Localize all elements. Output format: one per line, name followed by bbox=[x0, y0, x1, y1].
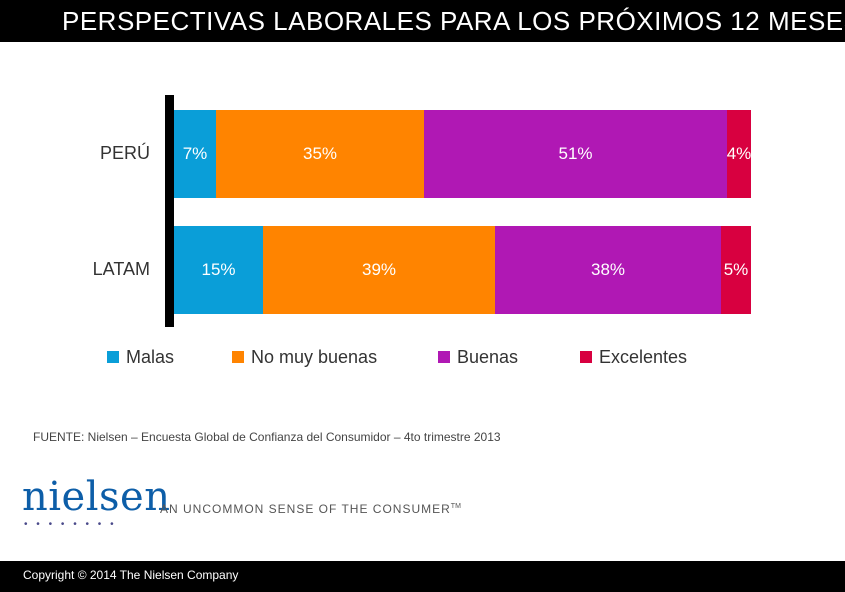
data-label: 15% bbox=[201, 260, 236, 279]
data-label: 51% bbox=[558, 144, 593, 163]
data-label: 39% bbox=[361, 260, 397, 279]
tagline-text: AN UNCOMMON SENSE OF THE CONSUMER bbox=[160, 502, 451, 516]
chart-axis-line bbox=[165, 95, 174, 327]
bar-segment: 35% bbox=[216, 110, 424, 198]
legend-label: Buenas bbox=[457, 346, 519, 367]
footer-bar: Copyright © 2014 The Nielsen Company bbox=[0, 561, 845, 592]
brand-tagline: AN UNCOMMON SENSE OF THE CONSUMERTM bbox=[160, 502, 461, 516]
legend-item: Buenas bbox=[438, 347, 518, 367]
data-label: 5% bbox=[723, 260, 749, 279]
legend-item: Excelentes bbox=[580, 347, 687, 367]
data-label: 7% bbox=[182, 144, 208, 163]
legend-swatch bbox=[438, 351, 450, 363]
bar-segment: 39% bbox=[263, 226, 495, 314]
page-title: PERSPECTIVAS LABORALES PARA LOS PRÓXIMOS… bbox=[62, 6, 845, 36]
data-label: 35% bbox=[302, 144, 338, 163]
trademark-mark: TM bbox=[450, 503, 461, 510]
category-label: PERÚ bbox=[99, 143, 150, 163]
legend-item: No muy buenas bbox=[232, 347, 377, 367]
legend-label: Excelentes bbox=[599, 346, 688, 367]
bar-segment: 7% bbox=[174, 110, 216, 198]
bar-segment: 5% bbox=[721, 226, 751, 314]
title-bar: PERSPECTIVAS LABORALES PARA LOS PRÓXIMOS… bbox=[0, 0, 845, 42]
nielsen-logo: nielsen bbox=[22, 474, 171, 520]
legend-item: Malas bbox=[107, 347, 174, 367]
bar-segment: 51% bbox=[424, 110, 727, 198]
copyright-text: Copyright © 2014 The Nielsen Company bbox=[23, 568, 239, 582]
nielsen-logo-dots: •••••••• bbox=[24, 519, 123, 530]
data-label: 4% bbox=[727, 144, 751, 163]
legend-swatch bbox=[107, 351, 119, 363]
source-note: FUENTE: Nielsen – Encuesta Global de Con… bbox=[33, 430, 501, 444]
category-label: LATAM bbox=[92, 259, 150, 279]
legend-label: Malas bbox=[126, 346, 175, 367]
legend-swatch bbox=[580, 351, 592, 363]
legend-swatch bbox=[232, 351, 244, 363]
bar-segment: 15% bbox=[174, 226, 263, 314]
bar-segment: 4% bbox=[727, 110, 751, 198]
bar-segment: 38% bbox=[495, 226, 721, 314]
legend-label: No muy buenas bbox=[251, 346, 378, 367]
data-label: 38% bbox=[590, 260, 626, 279]
